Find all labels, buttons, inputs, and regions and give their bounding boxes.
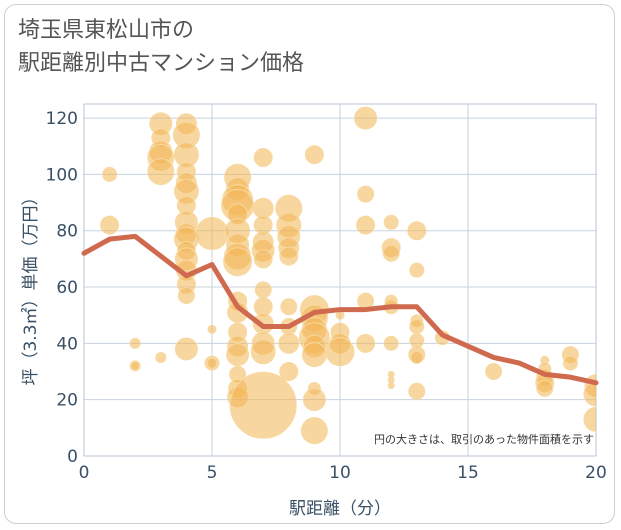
trend-line-layer xyxy=(81,233,599,386)
bubble-point xyxy=(485,363,503,381)
bubble-point xyxy=(278,332,300,354)
x-axis-label: 駅距離（分） xyxy=(289,499,391,519)
bubble-point xyxy=(409,262,425,278)
bubble-point xyxy=(253,297,273,317)
bubble-point xyxy=(207,324,217,334)
bubble-point xyxy=(407,221,427,241)
bubble-point xyxy=(253,148,273,168)
bubble-point xyxy=(583,381,596,407)
bubble-point xyxy=(409,333,425,349)
bubble-point xyxy=(102,166,118,182)
y-tick-label: 40 xyxy=(56,334,78,354)
tick-labels: 0 5 10 15 20 0 20 40 60 80 100 120 xyxy=(46,109,607,483)
bubble-point xyxy=(387,370,395,378)
bubble-point xyxy=(410,350,424,364)
bubble-point xyxy=(387,382,395,390)
y-axis-label: 坪（3.3㎡）単価（万円） xyxy=(21,188,41,385)
bubble-point xyxy=(195,217,229,251)
bubble-point xyxy=(223,247,253,277)
x-tick-label: 10 xyxy=(329,463,351,483)
x-tick-label: 15 xyxy=(457,463,479,483)
bubble-point xyxy=(301,342,327,368)
bubble-point xyxy=(147,158,175,186)
x-tick-label: 5 xyxy=(207,463,218,483)
bubble-size-note: 円の大きさは、取引のあった物件面積を示す xyxy=(374,432,594,446)
y-tick-label: 100 xyxy=(46,165,78,185)
bubble-point xyxy=(325,337,355,367)
bubble-point xyxy=(155,351,167,363)
bubble-point xyxy=(409,318,425,334)
plot-border xyxy=(83,103,597,457)
bubble-point xyxy=(356,215,376,235)
bubble-point xyxy=(302,388,326,412)
bubble-point xyxy=(129,337,141,349)
bubble-point xyxy=(279,246,299,266)
bubble-point xyxy=(300,417,328,445)
bubble-point xyxy=(335,310,345,320)
bubble-point xyxy=(174,337,198,361)
bubble-point xyxy=(382,244,400,262)
y-tick-label: 0 xyxy=(67,447,78,467)
chart-title-line-2: 駅距離別中古マンション価格 xyxy=(18,51,305,76)
bubble-point xyxy=(357,185,375,203)
bubble-point xyxy=(206,357,218,369)
bubble-point xyxy=(408,382,426,400)
chart-title-line-1: 埼玉県東松山市の xyxy=(18,18,195,43)
bubble-point xyxy=(130,361,140,371)
bubble-point xyxy=(250,339,276,365)
bubble-point xyxy=(356,333,376,353)
bubble-point xyxy=(279,362,299,382)
bubble-point xyxy=(100,215,120,235)
bubble-point xyxy=(177,286,195,304)
y-tick-label: 80 xyxy=(56,222,78,242)
y-tick-label: 60 xyxy=(56,278,78,298)
bubble-point xyxy=(253,215,273,235)
bubble-point xyxy=(387,376,395,384)
x-tick-label: 0 xyxy=(79,463,90,483)
bubble-point xyxy=(354,106,378,130)
bubble-point xyxy=(280,298,298,316)
x-tick-label: 20 xyxy=(585,463,607,483)
bubble-layer xyxy=(100,106,596,445)
bubble-point xyxy=(226,343,250,367)
bubble-point xyxy=(583,406,596,432)
bubble-point xyxy=(254,281,272,299)
y-tick-label: 120 xyxy=(46,109,78,129)
bubble-point xyxy=(304,145,324,165)
bubble-point xyxy=(383,335,399,351)
y-tick-label: 20 xyxy=(56,391,78,411)
bubble-point xyxy=(383,214,399,230)
bubble-point xyxy=(229,371,297,439)
bubble-point xyxy=(562,355,578,371)
bubble-point xyxy=(253,249,273,269)
average-price-line xyxy=(81,233,599,386)
bubble-point xyxy=(536,379,554,397)
bubble-point xyxy=(252,197,274,219)
chart-title: 埼玉県東松山市の 駅距離別中古マンション価格 xyxy=(18,14,304,80)
